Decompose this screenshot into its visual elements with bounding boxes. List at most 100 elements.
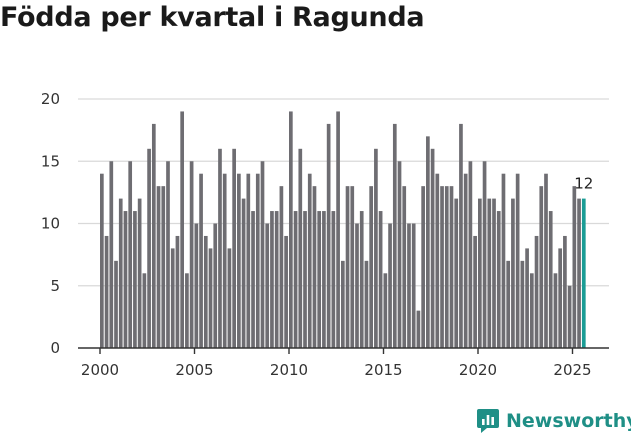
- bar: [355, 223, 359, 348]
- bar: [194, 223, 199, 348]
- bar: [142, 273, 147, 348]
- bar: [298, 148, 303, 348]
- newsworthy-logo-icon: [477, 409, 499, 433]
- bar: [284, 235, 288, 348]
- bar: [577, 198, 581, 348]
- bar: [208, 248, 213, 348]
- bar: [156, 186, 161, 348]
- bar: [340, 260, 345, 348]
- bar: [166, 161, 170, 348]
- bar: [189, 161, 194, 348]
- bars: [100, 111, 586, 349]
- bar: [440, 186, 444, 348]
- bar: [487, 198, 492, 348]
- bar: [534, 235, 539, 348]
- bar: [237, 173, 241, 348]
- bar: [109, 161, 114, 348]
- bar: [506, 260, 511, 348]
- bar: [548, 211, 553, 348]
- bar: [161, 186, 166, 348]
- bar: [128, 161, 133, 348]
- bar: [374, 148, 378, 348]
- bar: [492, 198, 496, 348]
- bar: [260, 161, 265, 348]
- x-tick-label: 2015: [364, 361, 402, 379]
- bar: [203, 235, 208, 348]
- bar: [227, 248, 232, 348]
- bar: [567, 285, 572, 348]
- bar: [222, 173, 227, 348]
- bar: [255, 173, 260, 348]
- x-tick-label: 2010: [270, 361, 308, 379]
- bar: [246, 173, 251, 348]
- bar: [241, 198, 246, 348]
- bar: [378, 211, 383, 348]
- bar: [303, 211, 307, 348]
- bar: [251, 211, 255, 348]
- y-tick-label: 0: [50, 339, 60, 357]
- bar: [147, 148, 151, 348]
- bar: [501, 173, 506, 348]
- bar: [322, 211, 326, 348]
- bar: [572, 186, 577, 348]
- bar: [383, 273, 388, 348]
- bar: [482, 161, 487, 348]
- bar: [279, 186, 284, 348]
- x-tick-label: 2020: [459, 361, 497, 379]
- y-tick-label: 10: [41, 215, 60, 233]
- bar: [336, 111, 340, 348]
- bar: [293, 211, 298, 348]
- bar: [407, 223, 411, 348]
- bar: [454, 198, 459, 348]
- bar: [289, 111, 293, 348]
- bar: [459, 123, 463, 349]
- brand-logo[interactable]: Newsworthy: [476, 408, 631, 434]
- bar: [449, 186, 454, 348]
- y-tick-label: 20: [41, 90, 60, 108]
- bar: [473, 235, 477, 348]
- bar: [402, 186, 407, 348]
- bar: [151, 123, 156, 349]
- x-axis: [78, 347, 609, 354]
- bar: [175, 235, 180, 348]
- bar-latest: [581, 198, 586, 348]
- bar: [416, 310, 421, 348]
- bar: [307, 173, 312, 348]
- bar: [369, 186, 374, 348]
- bar: [185, 273, 189, 348]
- bar: [100, 173, 104, 348]
- bar: [180, 111, 185, 348]
- bar: [274, 211, 279, 348]
- bar: [529, 273, 534, 348]
- bar: [133, 211, 137, 348]
- bar: [170, 248, 175, 348]
- bar: [525, 248, 529, 348]
- bar: [539, 186, 544, 348]
- bar: [331, 211, 336, 348]
- bar: [544, 173, 548, 348]
- bar: [326, 123, 331, 349]
- bar: [104, 235, 109, 348]
- x-tick-label: 2005: [175, 361, 213, 379]
- bar: [435, 173, 440, 348]
- bar: [444, 186, 449, 348]
- bar: [123, 211, 128, 348]
- y-tick-label: 15: [41, 152, 60, 170]
- bar: [137, 198, 142, 348]
- bar: [265, 223, 270, 348]
- bar: [199, 173, 203, 348]
- bar: [563, 235, 567, 348]
- bar: [345, 186, 350, 348]
- bar: [553, 273, 558, 348]
- bar: [421, 186, 425, 348]
- bar: [411, 223, 416, 348]
- bar: [232, 148, 236, 348]
- bar: [350, 186, 355, 348]
- bar: [388, 223, 392, 348]
- bar: [114, 260, 118, 348]
- bar: [426, 136, 430, 348]
- tick-labels: 0 5 10 15 20 12 2000 2005 2010 2015 2020 2025: [41, 90, 593, 379]
- bar: [520, 260, 525, 348]
- x-tick-label: 2025: [553, 361, 591, 379]
